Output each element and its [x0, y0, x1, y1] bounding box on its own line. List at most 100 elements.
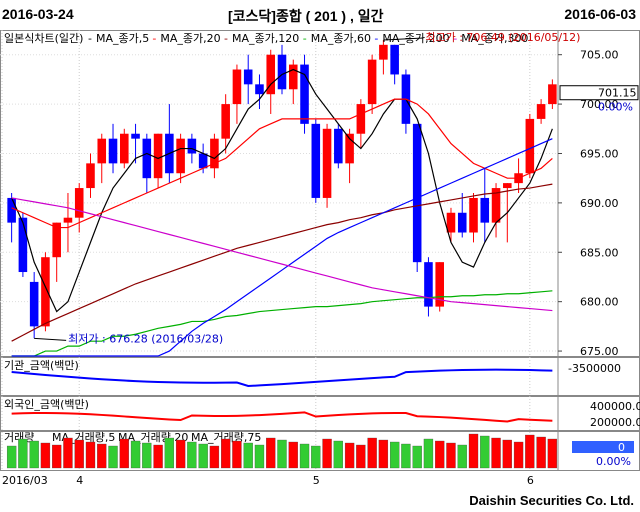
candle-body — [97, 138, 107, 164]
volume-bar — [344, 442, 355, 469]
volume-bar — [356, 444, 366, 469]
y-tick-label: 705.00 — [580, 49, 619, 62]
volume-bar — [52, 444, 62, 469]
volume-bar — [480, 435, 490, 469]
volume-bar — [457, 444, 467, 469]
panel-frame-1 — [0, 357, 640, 396]
foreign-line — [11, 411, 553, 423]
candle-body — [322, 128, 332, 198]
candle-body — [153, 133, 163, 179]
footer: Daishin Securities Co. Ltd. — [0, 490, 640, 512]
institution-line — [11, 368, 553, 388]
volume-bar — [164, 437, 175, 469]
candle-body — [300, 64, 309, 124]
candle-body — [41, 257, 50, 327]
candle-body — [142, 138, 152, 179]
volume-value-box — [572, 441, 634, 453]
volume-legend: MA_거래량,75 — [191, 431, 261, 444]
candle-body — [457, 212, 467, 233]
candle-body — [52, 222, 61, 258]
volume-bar — [502, 439, 512, 469]
volume-bar — [547, 438, 558, 469]
candle-body — [29, 281, 39, 327]
institution-tick: -3500000 — [568, 362, 621, 375]
y-tick-label: 695.00 — [580, 147, 619, 160]
volume-bar — [367, 437, 377, 469]
x-tick-label: 6 — [527, 474, 534, 487]
candle-body — [63, 217, 73, 223]
candle-body — [255, 84, 264, 95]
volume-bar — [277, 439, 287, 469]
high-pointer — [383, 37, 424, 41]
candle-body — [379, 44, 388, 60]
volume-bar — [119, 438, 129, 469]
candle-body — [243, 69, 253, 85]
volume-bar — [491, 437, 501, 469]
volume-bar — [142, 442, 152, 469]
volume-bar — [85, 441, 96, 469]
candle-body — [367, 59, 377, 105]
candle-body — [480, 197, 490, 223]
legend-entry: MA_종가,20 — [160, 32, 220, 45]
foreign-tick: 400000.00 — [590, 400, 640, 413]
volume-bar — [175, 439, 186, 469]
candle-body — [424, 262, 433, 307]
candle-body — [345, 133, 354, 164]
legend-marker: - — [224, 32, 228, 45]
candle-body — [412, 123, 422, 263]
low-pointer — [34, 337, 67, 341]
candle-body — [536, 104, 546, 119]
volume-bar — [299, 443, 310, 469]
ma20-line — [11, 98, 553, 229]
volume-bar — [525, 434, 535, 469]
candle-body — [334, 128, 343, 164]
volume-bar — [423, 438, 434, 469]
volume-bar — [322, 438, 332, 469]
x-tick-label: 4 — [76, 474, 83, 487]
end-date: 2016-06-03 — [564, 6, 636, 22]
volume-bar — [243, 442, 253, 469]
candle-body — [435, 262, 444, 307]
volume-bar — [130, 440, 141, 469]
chart-subtitle: 일본식차트(일간) — [4, 31, 83, 45]
low-annotation: 최저가 : 676.28 (2016/03/28) — [68, 332, 223, 345]
legend-entry: MA_종가,5 — [96, 32, 149, 45]
candle-body — [187, 138, 197, 154]
candle-body — [7, 197, 16, 223]
volume-bar — [209, 445, 220, 469]
candle-body — [390, 44, 399, 75]
volume-bar — [29, 440, 39, 469]
candle-body — [277, 54, 287, 90]
volume-bar — [108, 445, 118, 469]
candle-body — [74, 188, 84, 218]
candle-body — [120, 133, 129, 164]
volume-bar — [468, 433, 479, 469]
current-price-box — [559, 85, 639, 101]
legend-entry: MA_종가,120 — [232, 32, 299, 45]
volume-bar — [536, 436, 546, 469]
candle-body — [108, 138, 118, 164]
candle-body — [221, 104, 230, 139]
ma5-line — [11, 68, 553, 313]
legend-marker: - — [152, 32, 156, 45]
candle-body — [210, 138, 219, 169]
legend-marker: - — [303, 32, 307, 45]
candle-body — [503, 183, 512, 189]
y-tick-label: 680.00 — [580, 296, 619, 309]
candle-body — [176, 138, 185, 174]
volume-bar — [18, 438, 28, 469]
volume-bar — [40, 442, 51, 469]
chart-header: 2016-03-24 [코스닥]종합 ( 201 ) , 일간 2016-06-… — [0, 0, 640, 30]
company-name: Daishin Securities Co. Ltd. — [469, 493, 634, 508]
volume-bar — [435, 440, 445, 469]
candle-body — [548, 84, 557, 105]
volume-bar — [221, 438, 231, 469]
candle-body — [288, 64, 298, 90]
candle-body — [232, 69, 242, 105]
volume-bar — [389, 441, 400, 469]
high-annotation: 최고가 : 706.49 (2016/05/12) — [425, 31, 580, 44]
candle-body — [491, 188, 501, 223]
volume-bar — [6, 445, 17, 469]
start-date: 2016-03-24 — [2, 6, 74, 22]
